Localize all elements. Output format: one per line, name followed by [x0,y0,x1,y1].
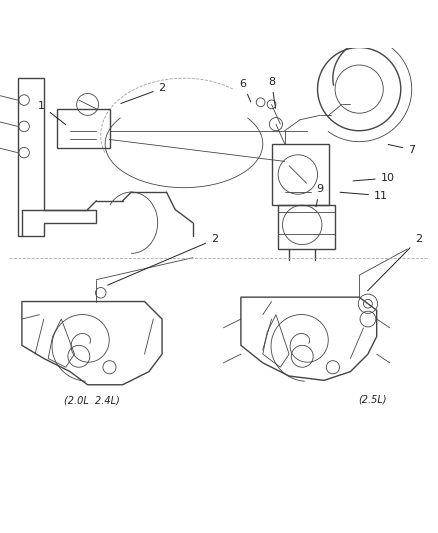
Text: 2: 2 [121,83,166,103]
Bar [272,144,328,205]
Bar [278,205,335,249]
Text: 11: 11 [340,191,388,200]
Text: (2.0L  2.4L): (2.0L 2.4L) [64,395,120,405]
Bar [57,109,110,148]
Text: (2.5L): (2.5L) [358,394,387,404]
Text: 8: 8 [268,77,276,108]
Text: 1: 1 [38,101,66,125]
Text: 7: 7 [388,144,415,155]
Text: 9: 9 [316,184,323,207]
Text: 10: 10 [353,173,395,183]
Text: 2: 2 [108,235,218,285]
Text: 2: 2 [367,235,422,291]
Text: 6: 6 [240,79,251,102]
